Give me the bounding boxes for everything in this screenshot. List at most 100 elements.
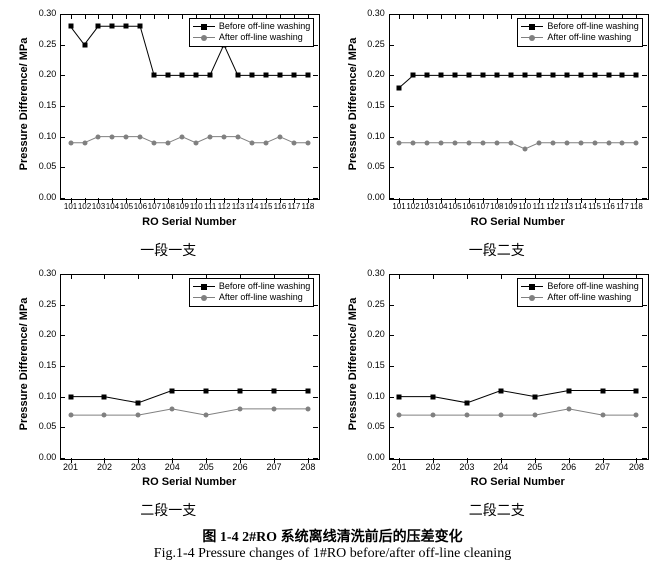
after-series-marker (278, 134, 283, 139)
x-tick-label: 203 (131, 462, 146, 472)
before-series-marker (480, 73, 485, 78)
after-series-marker (606, 140, 611, 145)
before-series-marker (424, 73, 429, 78)
y-axis-label: Pressure Difference/ MPa (18, 294, 30, 434)
before-series-marker (264, 73, 269, 78)
x-tick-label: 102 (406, 202, 419, 211)
legend-label: Before off-line washing (219, 281, 310, 292)
panel-3: 0.000.050.100.150.200.250.30201202203204… (8, 266, 328, 498)
x-tick-label: 104 (106, 202, 119, 211)
y-tick-label: 0.00 (39, 452, 57, 462)
panel-3-subtitle: 二段一支 (140, 500, 196, 520)
y-tick-label: 0.05 (367, 161, 385, 171)
before-series-marker (566, 388, 571, 393)
after-series-marker (532, 413, 537, 418)
after-series-marker (102, 413, 107, 418)
before-series-marker (152, 73, 157, 78)
panel-4-wrap: 0.000.050.100.150.200.250.30201202203204… (335, 266, 660, 526)
after-series-marker (466, 140, 471, 145)
caption-zh: 图 1-4 2#RO 系统离线清洗前后的压差变化 (10, 526, 655, 546)
legend-label: Before off-line washing (547, 281, 638, 292)
y-tick-label: 0.10 (39, 391, 57, 401)
before-series-marker (138, 24, 143, 29)
legend-item: Before off-line washing (521, 281, 638, 292)
x-tick-label: 106 (134, 202, 147, 211)
after-series-marker (397, 413, 402, 418)
before-series-marker (411, 73, 416, 78)
before-series-marker (606, 73, 611, 78)
y-tick-label: 0.25 (367, 39, 385, 49)
legend: Before off-line washingAfter off-line wa… (189, 18, 314, 47)
after-series-marker (550, 140, 555, 145)
after-series-marker (82, 140, 87, 145)
y-tick-label: 0.10 (367, 131, 385, 141)
legend-item: After off-line washing (193, 292, 310, 303)
before-series-marker (136, 400, 141, 405)
x-axis-label: RO Serial Number (142, 216, 236, 228)
before-series-marker (194, 73, 199, 78)
y-tick-label: 0.20 (367, 329, 385, 339)
x-tick-label: 101 (392, 202, 405, 211)
before-series-marker (466, 73, 471, 78)
after-series-marker (508, 140, 513, 145)
before-series-marker (494, 73, 499, 78)
before-series-marker (278, 73, 283, 78)
after-series-marker (592, 140, 597, 145)
y-tick-label: 0.20 (39, 329, 57, 339)
before-series-marker (110, 24, 115, 29)
x-axis-label: RO Serial Number (471, 476, 565, 488)
x-tick-label: 103 (420, 202, 433, 211)
panel-3-wrap: 0.000.050.100.150.200.250.30201202203204… (6, 266, 331, 526)
x-tick-label: 205 (199, 462, 214, 472)
before-series-marker (305, 388, 310, 393)
after-series-marker (438, 140, 443, 145)
y-tick-label: 0.25 (367, 299, 385, 309)
x-tick-label: 111 (533, 202, 545, 211)
legend-item: After off-line washing (521, 292, 638, 303)
before-series-marker (96, 24, 101, 29)
figure-caption: 图 1-4 2#RO 系统离线清洗前后的压差变化 Fig.1-4 Pressur… (0, 526, 665, 570)
y-tick-label: 0.15 (367, 360, 385, 370)
before-series-marker (236, 73, 241, 78)
x-tick-label: 202 (425, 462, 440, 472)
before-series-marker (438, 73, 443, 78)
x-tick-label: 106 (462, 202, 475, 211)
x-tick-label: 117 (616, 202, 629, 211)
after-series-marker (430, 413, 435, 418)
after-series-marker (166, 140, 171, 145)
y-axis-label: Pressure Difference/ MPa (18, 34, 30, 174)
panel-2-wrap: 0.000.050.100.150.200.250.30101102103104… (335, 6, 660, 266)
before-series-marker (272, 388, 277, 393)
after-series-marker (68, 140, 73, 145)
legend-item: Before off-line washing (193, 21, 310, 32)
x-tick-label: 206 (561, 462, 576, 472)
before-series-marker (305, 73, 310, 78)
before-series-marker (208, 73, 213, 78)
x-tick-label: 108 (490, 202, 503, 211)
before-series-marker (124, 24, 129, 29)
before-series-marker (397, 394, 402, 399)
y-tick-label: 0.30 (367, 268, 385, 278)
before-series-marker (250, 73, 255, 78)
after-series-marker (424, 140, 429, 145)
before-series-marker (592, 73, 597, 78)
x-tick-label: 112 (218, 202, 231, 211)
before-series-marker (291, 73, 296, 78)
after-series-marker (204, 413, 209, 418)
x-tick-label: 112 (546, 202, 559, 211)
after-series-marker (170, 406, 175, 411)
before-series-marker (204, 388, 209, 393)
before-series-marker (564, 73, 569, 78)
before-series-marker (166, 73, 171, 78)
before-series-marker (238, 388, 243, 393)
after-series-marker (522, 146, 527, 151)
x-tick-label: 102 (78, 202, 91, 211)
after-series-marker (564, 140, 569, 145)
after-series-marker (222, 134, 227, 139)
after-series-marker (208, 134, 213, 139)
after-series-marker (250, 140, 255, 145)
before-series-marker (498, 388, 503, 393)
x-tick-label: 118 (630, 202, 643, 211)
y-tick-label: 0.10 (39, 131, 57, 141)
y-tick-label: 0.15 (367, 100, 385, 110)
